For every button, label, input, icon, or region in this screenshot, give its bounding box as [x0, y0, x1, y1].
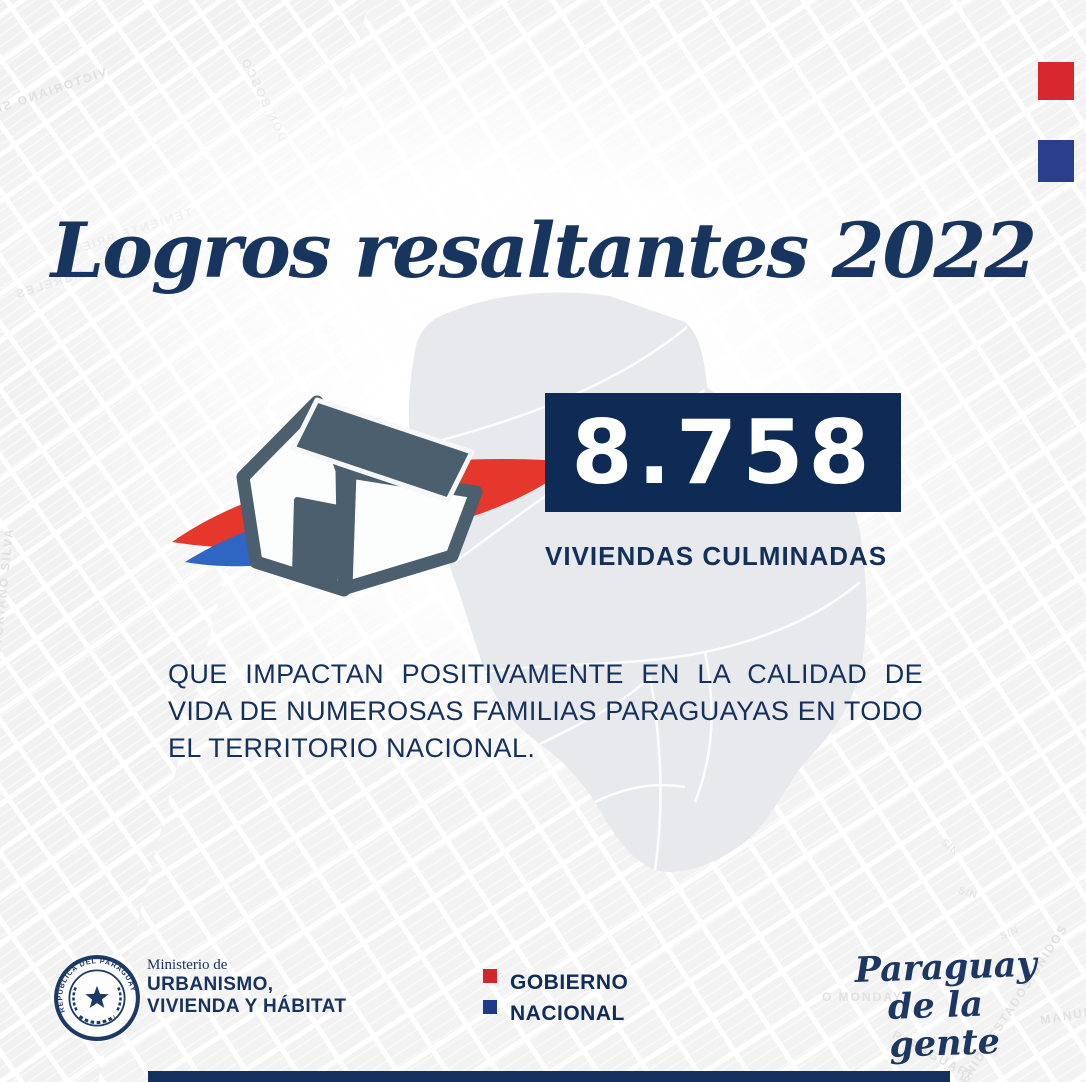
ministry-line-ministerio-de: Ministerio de — [147, 957, 228, 973]
page-title: Logros resaltantes 2022 — [50, 206, 1037, 295]
viviendas-count: 8.758 — [571, 400, 875, 504]
gobierno-line1: GOBIERNO — [510, 971, 629, 994]
paraguay-de-la-gente-slogan: Paraguay de la gente — [854, 944, 1086, 1066]
gobierno-flag-red — [483, 969, 497, 983]
house-icon — [236, 395, 483, 597]
ministry-line-vivienda-habitat: VIVIENDA Y HÁBITAT — [147, 996, 347, 1017]
flag-red-square — [1038, 62, 1074, 100]
gobierno-line2: NACIONAL — [510, 1002, 625, 1025]
seal-star — [85, 985, 109, 1008]
ministry-lockup: Ministerio de URBANISMO, VIVIENDA Y HÁBI… — [147, 956, 346, 1018]
gobierno-flag-blue — [483, 1000, 497, 1014]
gobierno-flag-icon — [483, 969, 497, 1014]
bottom-accent-bar — [148, 1071, 950, 1082]
slogan-line2: de la gente — [887, 983, 1001, 1066]
flag-blue-square — [1038, 140, 1074, 182]
paraguay-coat-of-arms-seal: REPÚBLICA DEL PARAGUAY — [53, 954, 141, 1042]
viviendas-label: VIVIENDAS CULMINADAS — [545, 541, 888, 571]
ministry-line-urbanismo: URBANISMO, — [147, 974, 274, 995]
description-paragraph: QUE IMPACTAN POSITIVAMENTE EN LA CALIDAD… — [168, 659, 923, 763]
gobierno-nacional-lockup: GOBIERNO NACIONAL — [483, 967, 628, 1029]
seal-laurel-wreath — [72, 985, 122, 1025]
highlight-number-box: 8.758 — [545, 393, 901, 512]
house-flag-swoosh-icon — [172, 395, 575, 597]
